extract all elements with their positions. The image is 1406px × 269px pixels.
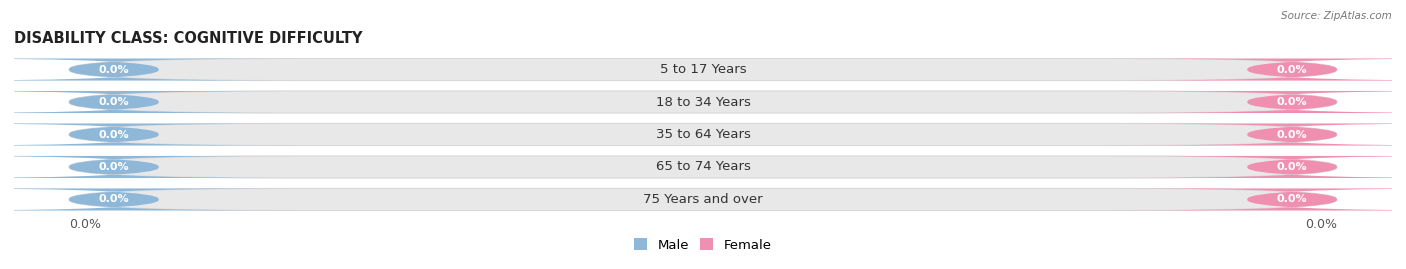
- FancyBboxPatch shape: [1112, 188, 1406, 211]
- FancyBboxPatch shape: [1112, 123, 1406, 146]
- Text: 0.0%: 0.0%: [1277, 194, 1308, 204]
- FancyBboxPatch shape: [0, 156, 294, 178]
- FancyBboxPatch shape: [69, 188, 1337, 211]
- Text: 0.0%: 0.0%: [1277, 162, 1308, 172]
- FancyBboxPatch shape: [1112, 156, 1406, 178]
- Text: 35 to 64 Years: 35 to 64 Years: [655, 128, 751, 141]
- Text: 0.0%: 0.0%: [69, 218, 101, 231]
- FancyBboxPatch shape: [0, 91, 294, 113]
- Text: 0.0%: 0.0%: [1277, 97, 1308, 107]
- Text: 0.0%: 0.0%: [98, 65, 129, 75]
- Text: 0.0%: 0.0%: [98, 194, 129, 204]
- Text: 75 Years and over: 75 Years and over: [643, 193, 763, 206]
- FancyBboxPatch shape: [0, 123, 294, 146]
- Text: 5 to 17 Years: 5 to 17 Years: [659, 63, 747, 76]
- FancyBboxPatch shape: [0, 58, 294, 81]
- Text: 0.0%: 0.0%: [1277, 65, 1308, 75]
- FancyBboxPatch shape: [69, 58, 1337, 81]
- Text: Source: ZipAtlas.com: Source: ZipAtlas.com: [1281, 11, 1392, 21]
- FancyBboxPatch shape: [69, 123, 1337, 146]
- Text: 65 to 74 Years: 65 to 74 Years: [655, 161, 751, 174]
- FancyBboxPatch shape: [1112, 58, 1406, 81]
- Text: 0.0%: 0.0%: [1305, 218, 1337, 231]
- Text: 0.0%: 0.0%: [98, 162, 129, 172]
- Text: DISABILITY CLASS: COGNITIVE DIFFICULTY: DISABILITY CLASS: COGNITIVE DIFFICULTY: [14, 31, 363, 46]
- FancyBboxPatch shape: [69, 156, 1337, 178]
- Legend: Male, Female: Male, Female: [634, 238, 772, 252]
- FancyBboxPatch shape: [69, 91, 1337, 113]
- FancyBboxPatch shape: [0, 188, 294, 211]
- Text: 0.0%: 0.0%: [98, 97, 129, 107]
- Text: 18 to 34 Years: 18 to 34 Years: [655, 95, 751, 108]
- FancyBboxPatch shape: [1112, 91, 1406, 113]
- Text: 0.0%: 0.0%: [1277, 129, 1308, 140]
- Text: 0.0%: 0.0%: [98, 129, 129, 140]
